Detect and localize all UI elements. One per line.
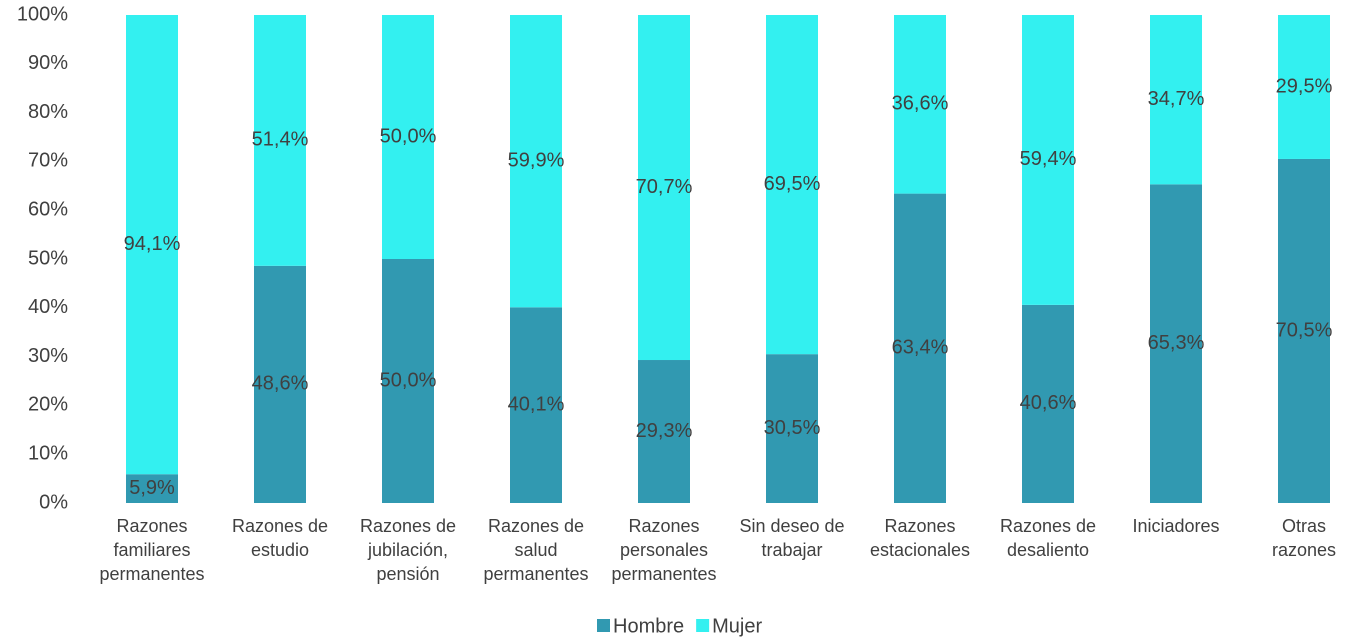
bar-segment: [894, 193, 946, 503]
bar-segment: [1150, 184, 1202, 503]
value-label: 36,6%: [892, 93, 949, 115]
value-label: 50,0%: [380, 369, 437, 391]
bar-segment: [382, 15, 434, 259]
bar-segment: [638, 15, 690, 361]
legend-swatch: [597, 619, 610, 632]
value-label: 34,7%: [1148, 88, 1205, 110]
y-tick-label: 100%: [17, 3, 68, 25]
y-tick-label: 0%: [39, 491, 68, 513]
y-tick-label: 40%: [28, 296, 68, 318]
bar-segment: [126, 474, 178, 503]
value-label: 70,7%: [636, 176, 693, 198]
value-label: 59,9%: [508, 149, 565, 171]
y-tick-label: 10%: [28, 442, 68, 464]
bar-segment: [1022, 15, 1074, 305]
bar-segment: [510, 307, 562, 503]
value-label: 50,0%: [380, 125, 437, 147]
value-label: 5,9%: [129, 477, 175, 499]
bar-segment: [126, 15, 178, 475]
value-label: 30,5%: [764, 417, 821, 439]
value-label: 29,3%: [636, 420, 693, 442]
bar-segment: [254, 265, 306, 503]
value-label: 65,3%: [1148, 332, 1205, 354]
value-label: 40,6%: [1020, 392, 1077, 414]
bar-segment: [766, 354, 818, 503]
y-tick-label: 90%: [28, 52, 68, 74]
legend-label: Hombre: [613, 615, 684, 637]
bar-segment: [1278, 15, 1330, 159]
bar-segment: [382, 259, 434, 503]
bar-segment: [638, 360, 690, 503]
value-label: 29,5%: [1276, 75, 1333, 97]
bar-segment: [1278, 158, 1330, 503]
x-tick-label: Razones estacionales: [870, 516, 970, 560]
x-tick-label: Razones familiares permanentes: [99, 516, 204, 584]
value-label: 59,4%: [1020, 148, 1077, 170]
y-tick-label: 50%: [28, 247, 68, 269]
x-tick-label: Razones de estudio: [232, 516, 328, 560]
bar-segment: [510, 15, 562, 308]
legend-label: Mujer: [712, 615, 762, 637]
legend-swatch: [696, 619, 710, 632]
value-label: 51,4%: [252, 129, 309, 151]
value-label: 94,1%: [124, 233, 181, 255]
bar-segment: [254, 15, 306, 266]
y-tick-label: 80%: [28, 101, 68, 123]
bar-segment: [1022, 304, 1074, 503]
y-tick-label: 70%: [28, 150, 68, 172]
x-tick-label: Otras razones: [1272, 516, 1336, 560]
value-label: 69,5%: [764, 173, 821, 195]
x-tick-label: Razones de jubilación, pensión: [360, 516, 456, 584]
value-label: 40,1%: [508, 393, 565, 415]
x-tick-label: Razones de salud permanentes: [483, 516, 588, 584]
y-tick-label: 60%: [28, 198, 68, 220]
y-tick-label: 30%: [28, 345, 68, 367]
value-label: 48,6%: [252, 373, 309, 395]
value-label: 70,5%: [1276, 319, 1333, 341]
value-label: 63,4%: [892, 337, 949, 359]
bar-segment: [766, 15, 818, 355]
x-tick-label: Iniciadores: [1132, 516, 1219, 536]
y-tick-label: 20%: [28, 394, 68, 416]
x-tick-label: Razones de desaliento: [1000, 516, 1096, 560]
x-tick-label: Sin deseo de trabajar: [739, 516, 844, 560]
bar-segment: [1150, 15, 1202, 185]
x-tick-label: Razones personales permanentes: [611, 516, 716, 584]
bar-segment: [894, 15, 946, 194]
